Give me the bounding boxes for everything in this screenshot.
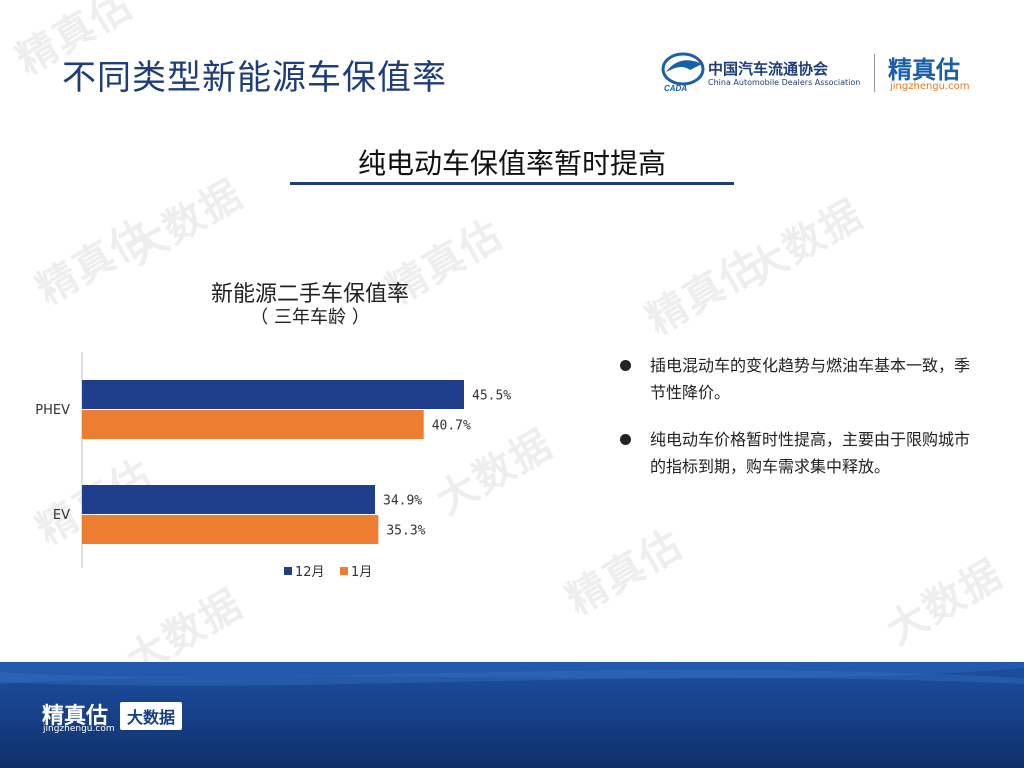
chart-title: 新能源二手车保值率 [210,282,409,307]
bar-chart: PHEV 45.5%40.7% EV 34.9% 35.3% 12月 1月 [35,352,511,580]
legend-label: 1月 [351,565,372,580]
legend-swatch [340,567,348,575]
footer-badge: 大数据 [120,702,183,730]
association-name-en: China Automobile Dealers Association [708,78,861,87]
header-logos: CADA 中国汽车流通协会 China Automobile Dealers A… [660,48,990,98]
cada-abbr: CADA [664,84,687,92]
chart-bars: PHEV 45.5%40.7% EV 34.9% 35.3% [35,380,511,544]
chart-legend: 12月 1月 [284,565,372,580]
bullet-dot-icon [620,434,631,445]
association-name-cn: 中国汽车流通协会 [708,60,829,78]
watermark: 精真估 [558,521,692,624]
watermark: 大数据 [878,551,1012,654]
footer-wave [0,662,1024,686]
page-title: 不同类型新能源车保值率 [62,58,447,98]
section-subtitle: 纯电动车保值率暂时提高 [357,147,666,180]
footer-brand-logo: 精真估 [42,704,109,729]
brand-logo: 精真估 [888,56,960,84]
logo-divider [874,54,875,92]
chart-subtitle: （ 三年车龄 ） [250,307,370,328]
bar-ev-series-0 [82,485,376,514]
bullet-item: 插电混动车的变化趋势与燃油车基本一致，季节性降价。 [614,352,984,406]
bar-phev-series-0 [82,380,464,409]
legend-label: 12月 [295,565,325,580]
category-label: PHEV [35,403,70,418]
bar-ev-series-1 [82,515,379,544]
data-label: 34.9% [383,494,422,509]
bullet-text: 纯电动车价格暂时性提高，主要由于限购城市的指标到期，购车需求集中释放。 [650,430,971,476]
data-label: 35.3% [386,524,425,539]
bullet-item: 纯电动车价格暂时性提高，主要由于限购城市的指标到期，购车需求集中释放。 [614,426,984,480]
legend-swatch [284,567,292,575]
category-label: EV [53,508,70,523]
brand-domain: jingzhengu.com [890,81,970,92]
data-label: 45.5% [472,389,511,404]
watermark: 大数据 [738,191,872,294]
bar-phev-series-1 [82,410,424,439]
watermark: 大数据 [118,171,252,274]
subtitle-underline [290,182,734,185]
watermark: 精真估 [638,241,772,344]
bullet-list: 插电混动车的变化趋势与燃油车基本一致，季节性降价。 纯电动车价格暂时性提高，主要… [614,352,984,500]
watermark: 精真估 [28,211,162,314]
bullet-dot-icon [620,360,631,371]
data-label: 40.7% [432,419,471,434]
cada-logo-icon: CADA [661,52,705,92]
footer-band: 精真估 jingzhengu.com 大数据 [0,662,1024,768]
bullet-text: 插电混动车的变化趋势与燃油车基本一致，季节性降价。 [650,356,971,402]
footer-brand-domain: jingzhengu.com [43,724,115,734]
